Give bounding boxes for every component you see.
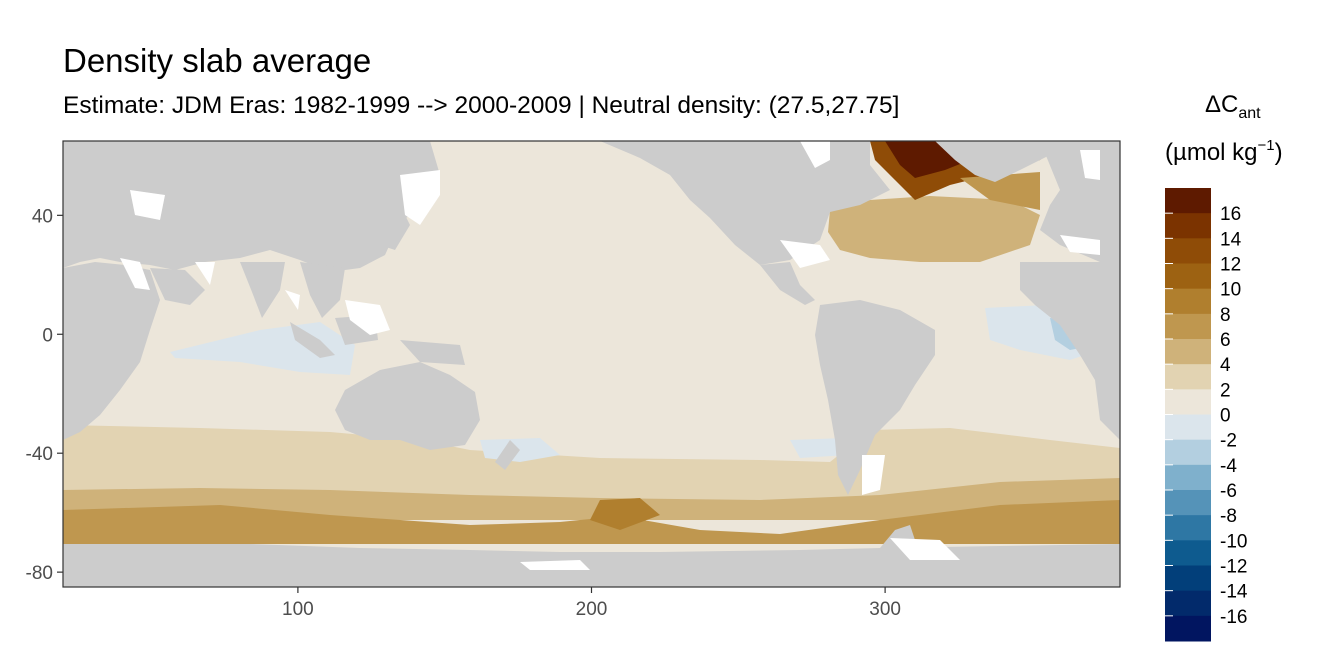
legend-label: 10	[1220, 280, 1241, 301]
region-antarctic-circumpolar-dark	[590, 498, 660, 530]
chart-subtitle: Estimate: JDM Eras: 1982-1999 --> 2000-2…	[63, 92, 900, 119]
legend-unit: (µmol kg−1)	[1165, 137, 1283, 166]
no-data-persian-gulf	[195, 262, 215, 285]
y-tick-label: -40	[26, 444, 53, 465]
region-southern-ocean-mid	[63, 478, 1120, 520]
land-south-america	[815, 300, 935, 495]
legend-label: -14	[1220, 582, 1248, 603]
legend-label: 4	[1220, 355, 1231, 376]
legend-label: 0	[1220, 406, 1231, 427]
y-axis: 40 0 -40 -80	[26, 206, 63, 584]
legend-swatch	[1165, 238, 1211, 264]
land-indochina	[300, 262, 345, 318]
land-central-america	[760, 262, 815, 305]
x-tick-label: 300	[869, 599, 901, 620]
legend-swatch	[1165, 490, 1211, 516]
no-data-baltic	[1080, 150, 1100, 180]
legend-label: 12	[1220, 255, 1241, 276]
region-north-atlantic-subtropics	[828, 196, 1040, 262]
land-india	[240, 262, 285, 318]
no-data-indonesian-seas	[345, 300, 390, 335]
legend-swatch	[1165, 263, 1211, 290]
map-panel	[63, 141, 1120, 587]
region-antarctic-circumpolar	[63, 500, 1120, 544]
legend-swatch	[1165, 515, 1211, 541]
legend-swatch	[1165, 364, 1211, 390]
land-africa	[63, 262, 160, 440]
legend-swatch	[1165, 439, 1211, 466]
legend-swatch	[1165, 615, 1211, 642]
legend-swatch	[1165, 414, 1211, 441]
land-masses	[63, 141, 1120, 587]
land-greenland	[935, 141, 1050, 182]
land-eurasia	[63, 141, 440, 272]
region-south-atlantic-negative	[790, 438, 848, 458]
legend-swatch	[1165, 565, 1211, 592]
legend-swatch	[1165, 288, 1211, 315]
legend-label: -8	[1220, 506, 1237, 527]
no-data-patches	[120, 141, 1100, 570]
no-data-okhotsk	[400, 170, 440, 225]
land-japan	[380, 205, 410, 250]
region-irminger-mid	[960, 172, 1040, 210]
y-tick-label: -80	[26, 563, 53, 584]
land-north-america	[600, 141, 890, 265]
x-tick-label: 100	[282, 599, 314, 620]
legend-labels: 16 14 12 10 8 6 4 2 0 -2 -4 -6 -8 -10 -12 -14 -16	[1165, 204, 1248, 628]
no-data-mediterranean	[1060, 235, 1100, 255]
no-data-hudson	[800, 141, 830, 168]
legend-label: 14	[1220, 229, 1242, 250]
legend-label: 16	[1220, 204, 1241, 225]
x-axis: 100 200 300	[282, 587, 901, 620]
legend-swatch	[1165, 590, 1211, 617]
legend-swatch	[1165, 188, 1211, 214]
chart-title: Density slab average	[63, 42, 372, 79]
legend-label: 8	[1220, 305, 1231, 326]
land-new-zealand	[495, 440, 520, 470]
no-data-weddell	[890, 538, 960, 560]
legend-swatch	[1165, 540, 1211, 566]
legend-swatch	[1165, 339, 1211, 365]
no-data-gulf-mexico	[780, 240, 830, 268]
y-tick-label: 40	[32, 206, 53, 227]
land-australia	[335, 362, 480, 450]
land-africa-east	[1020, 262, 1120, 440]
legend-swatch	[1165, 213, 1211, 239]
no-data-west-asia	[130, 190, 165, 220]
land-new-guinea	[400, 340, 465, 365]
no-data-red-sea	[120, 258, 150, 290]
y-tick-label: 0	[42, 325, 53, 346]
legend-label: 6	[1220, 330, 1231, 351]
legend-colorbar	[1165, 188, 1211, 642]
legend: ΔCant (µmol kg−1) 16 14 12 10 8 6 4 2 0 -2 -4 -6 -8 -…	[1165, 91, 1283, 642]
no-data-patagonia	[862, 455, 885, 495]
legend-swatch	[1165, 389, 1211, 415]
legend-label: -4	[1220, 456, 1237, 477]
legend-title: ΔCant	[1205, 91, 1261, 122]
no-data-ross	[520, 560, 590, 570]
land-sumatra	[290, 322, 335, 358]
legend-label: -16	[1220, 607, 1247, 628]
legend-label: -6	[1220, 481, 1237, 502]
land-antarctica	[63, 544, 1120, 587]
legend-label: -10	[1220, 531, 1247, 552]
legend-label: -2	[1220, 431, 1237, 452]
legend-label: -12	[1220, 557, 1247, 578]
legend-swatch	[1165, 464, 1211, 491]
legend-swatch	[1165, 313, 1211, 340]
land-arabia	[150, 268, 205, 305]
no-data-bay-bengal	[285, 290, 300, 310]
legend-label: 2	[1220, 380, 1231, 401]
x-tick-label: 200	[576, 599, 608, 620]
